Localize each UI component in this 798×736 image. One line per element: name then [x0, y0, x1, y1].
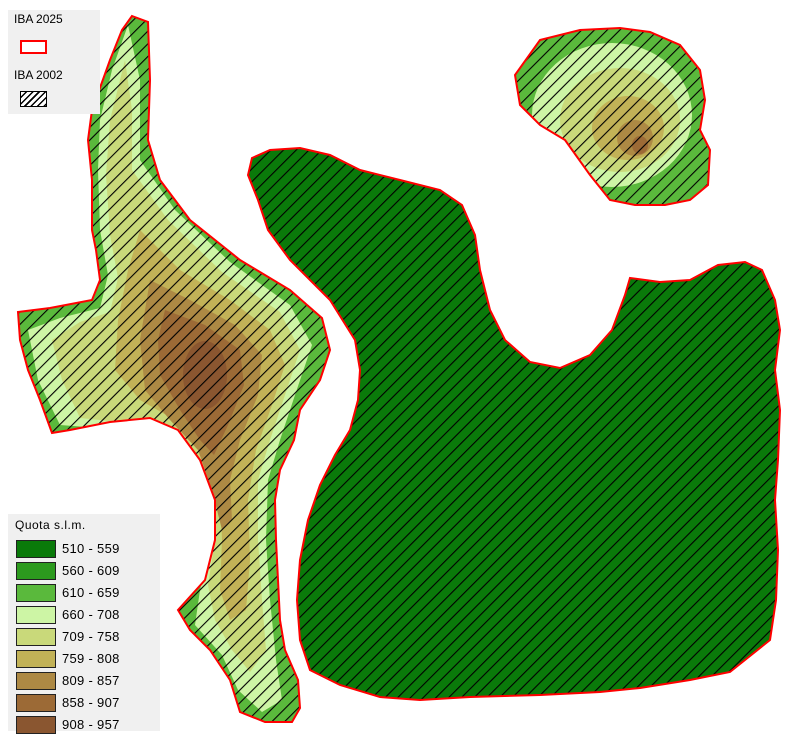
east-area-hatch: [248, 148, 780, 700]
iba-legend: IBA 2025 IBA 2002: [8, 10, 100, 114]
legend-iba-2002-label: IBA 2002: [14, 68, 63, 82]
west-boundary-2025: [16, 14, 332, 723]
elevation-legend-title: Quota s.l.m.: [15, 518, 86, 532]
elevation-color-swatch: [16, 650, 56, 668]
elevation-class-label: 709 - 758: [62, 629, 120, 644]
east-area: [246, 146, 782, 702]
elevation-color-swatch: [16, 694, 56, 712]
iba-2002-symbol: [20, 91, 47, 107]
east-area-boundary-2025: [246, 146, 782, 702]
elevation-color-swatch: [16, 562, 56, 580]
elevation-color-swatch: [16, 540, 56, 558]
elevation-class-label: 858 - 907: [62, 695, 120, 710]
elevation-class-label: 510 - 559: [62, 541, 120, 556]
elevation-class-label: 560 - 609: [62, 563, 120, 578]
iba-2025-symbol: [20, 40, 47, 54]
elevation-class-label: 809 - 857: [62, 673, 120, 688]
elevation-class-label: 610 - 659: [62, 585, 120, 600]
elevation-color-swatch: [16, 606, 56, 624]
elevation-color-swatch: [16, 672, 56, 690]
elevation-class-label: 759 - 808: [62, 651, 120, 666]
elevation-class-label: 908 - 957: [62, 717, 120, 732]
elevation-legend: Quota s.l.m. 510 - 559 560 - 609 610 - 659…: [8, 514, 160, 734]
ne-hatch: [515, 28, 710, 205]
ne-boundary-2025: [513, 26, 712, 206]
elevation-color-swatch: [16, 716, 56, 734]
legend-iba-2025-label: IBA 2025: [14, 12, 63, 26]
elevation-color-swatch: [16, 628, 56, 646]
elevation-class-label: 660 - 708: [62, 607, 120, 622]
northeast-area: [513, 26, 712, 206]
elevation-color-swatch: [16, 584, 56, 602]
